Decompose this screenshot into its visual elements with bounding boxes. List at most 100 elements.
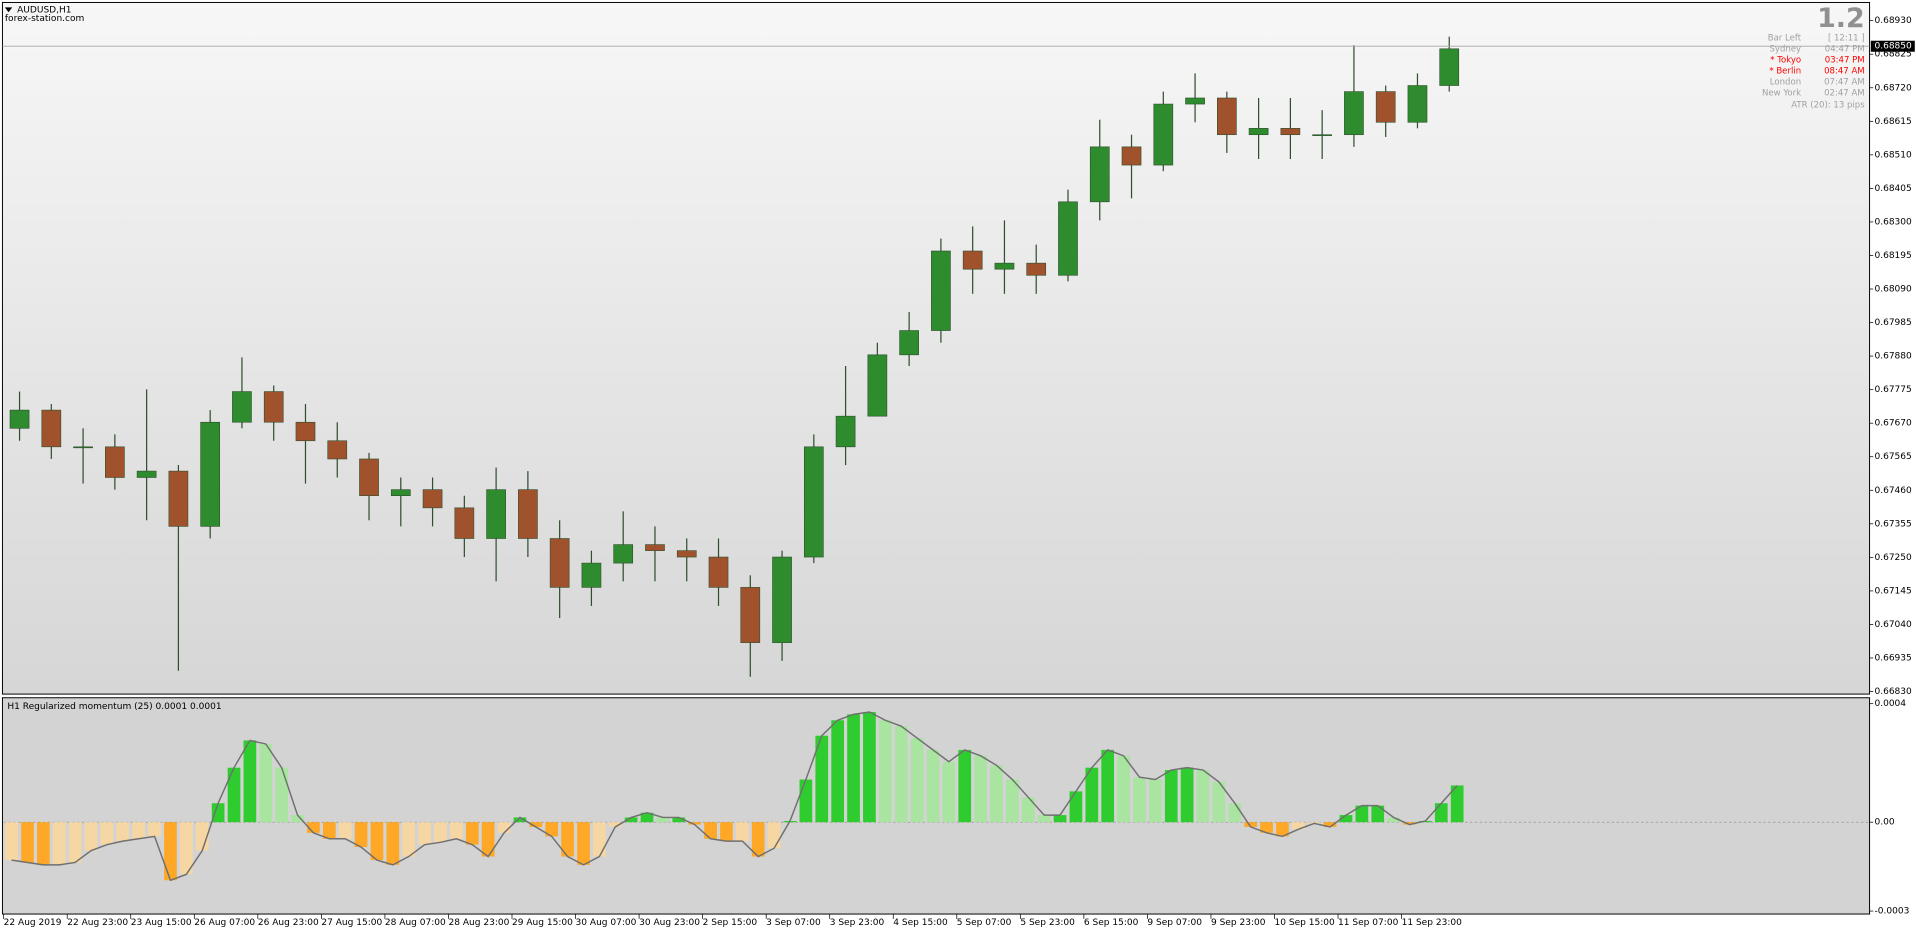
momentum-bar [354,822,368,848]
momentum-bar [815,735,829,823]
y-tick-label: 0.67775 [1874,385,1911,395]
info-label: New York [1762,88,1801,98]
momentum-bar [481,822,495,857]
atr-label: ATR (20): 13 pips [1791,101,1865,111]
momentum-bar [751,822,765,857]
momentum-bar [1006,779,1019,823]
source-label: forex-station.com [5,14,85,24]
x-tick-label: 22 Aug 2019 [4,918,62,928]
momentum-bar [1149,779,1162,823]
y-tick-label: 0.68720 [1874,83,1912,93]
momentum-bar [910,738,924,823]
candle-body [645,544,665,551]
candle-body [1407,85,1428,123]
candle-body [1248,128,1269,136]
momentum-bar [529,822,543,827]
momentum-bar [243,740,257,823]
candle-body [867,354,888,417]
momentum-bar [704,822,717,839]
candle-body [1089,146,1110,203]
momentum-bar [608,822,622,827]
momentum-bar [735,822,749,842]
candle-body [1058,201,1078,276]
momentum-bar [465,822,479,845]
candle-body [1153,103,1174,166]
candle-body [1375,91,1396,123]
momentum-bar [291,815,304,823]
candle-body [676,550,697,558]
momentum-bar [577,822,590,865]
momentum-bar [640,812,654,823]
momentum-bar [227,767,241,823]
y-tick-label: 0.68615 [1874,117,1911,127]
momentum-bar [1069,791,1083,823]
menu-arrow[interactable] [4,7,13,13]
candle-body [899,330,919,356]
candle-body [136,470,157,478]
x-tick-label: 5 Sep 07:00 [957,918,1012,928]
momentum-bar [1339,815,1353,823]
y-tick-label: 0.67565 [1874,452,1911,462]
x-tick-label: 28 Aug 23:00 [448,918,509,928]
candle-body [772,556,792,643]
x-tick-label: 27 Aug 15:00 [321,918,382,928]
info-label: * Berlin [1769,66,1801,76]
momentum-bar [21,822,34,863]
x-tick-label: 2 Sep 15:00 [703,918,758,928]
candle-body [549,538,570,588]
y-tick-label: 0.68510 [1874,150,1912,160]
x-tick-label: 9 Sep 23:00 [1211,918,1266,928]
candle-body [1185,97,1205,105]
momentum-bar [1323,822,1337,827]
y-tick-label: 0.67145 [1874,586,1911,596]
y-tick-label: 0.67670 [1874,419,1912,429]
candle-body [1344,91,1364,136]
price-tag [1870,40,1915,52]
candle-body [295,421,316,442]
momentum-bar [878,720,892,823]
candle-body [1026,262,1047,276]
momentum-bar [688,822,702,825]
info-value: [ 12:11 ] [1828,33,1865,43]
momentum-bar [1101,749,1115,823]
momentum-bar [100,822,114,845]
x-tick-label: 28 Aug 07:00 [385,918,446,928]
momentum-bar [1180,767,1194,823]
momentum-bar [132,822,146,839]
info-value: 02:47 AM [1824,88,1865,98]
momentum-bar [259,743,273,823]
x-tick-label: 23 Aug 15:00 [131,918,192,928]
momentum-bar [402,822,416,857]
momentum-bar [593,822,606,857]
x-tick-label: 4 Sep 15:00 [893,918,948,928]
momentum-bar [434,822,447,843]
momentum-bar [1196,770,1210,823]
momentum-bar [338,822,352,839]
momentum-bar [1164,770,1178,823]
candle-body [962,250,983,270]
candle-body [359,458,379,497]
momentum-bar [211,803,225,823]
candle-body [486,489,506,539]
info-label: Bar Left [1768,33,1802,43]
momentum-bar [1037,815,1051,823]
momentum-bar [863,711,876,823]
momentum-bar [68,822,82,863]
info-label: * Tokyo [1770,55,1801,65]
momentum-bar [1291,822,1305,830]
momentum-bar [720,822,733,842]
momentum-bar [513,817,527,823]
candle-body [835,415,856,448]
x-tick-label: 11 Sep 23:00 [1402,918,1463,928]
momentum-bar [1117,755,1130,823]
candle-body [931,250,951,331]
momentum-bar [370,822,384,861]
candle-body [168,470,189,527]
momentum-bar [958,749,972,823]
candle-body [1121,146,1142,166]
y-tick-label: 0.0004 [1874,699,1906,709]
candle-body [1312,134,1332,137]
momentum-bar [148,822,161,837]
momentum-bar [195,822,209,851]
